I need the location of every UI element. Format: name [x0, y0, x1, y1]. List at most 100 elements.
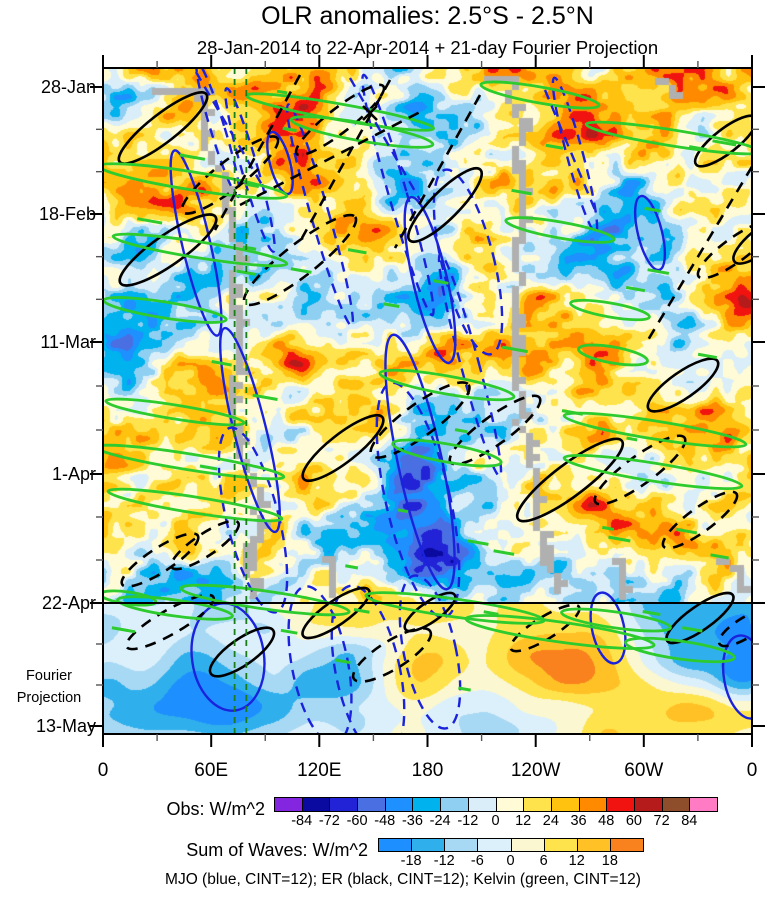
colorbar-tick-label: -18 [400, 853, 422, 869]
contour-legend-caption: MJO (blue, CINT=12); ER (black, CINT=12)… [165, 871, 641, 888]
colorbar-cell [550, 797, 580, 812]
er-contour [693, 114, 752, 168]
er-contour [301, 413, 385, 483]
colorbar-cell [378, 838, 413, 852]
kelvin-contour [103, 162, 289, 200]
colorbar-tick-label: 12 [515, 813, 532, 829]
chart-title: OLR anomalies: 2.5°S - 2.5°N [261, 2, 594, 30]
er-contour [118, 213, 218, 287]
kelvin-contour-fragment [501, 345, 528, 354]
kelvin-contour-fragment [647, 268, 670, 275]
colorbar-cell [689, 797, 718, 812]
er-contour [117, 91, 209, 165]
er-contour-dashed [509, 603, 581, 653]
kelvin-contour [624, 636, 736, 664]
mjo-contour [589, 591, 627, 665]
er-contour [208, 626, 276, 678]
kelvin-contour-fragment [242, 245, 257, 251]
kelvin-contour-fragment [345, 564, 359, 570]
colorbar-cell [329, 797, 359, 812]
mjo-contour-dashed-segment [348, 77, 422, 201]
colorbar-tick-label: -24 [429, 813, 451, 829]
mjo-contour-dashed [398, 574, 462, 730]
kelvin-contour-fragment [433, 279, 449, 285]
er-contour-dashed [696, 220, 752, 280]
kelvin-contour-fragment [642, 610, 661, 617]
kelvin-contour-fragment [137, 217, 163, 225]
colorbar-cell [495, 797, 525, 812]
colorbar-cell [357, 797, 386, 812]
colorbar-cell [411, 838, 446, 852]
x-axis-tick-label: 120W [510, 760, 561, 781]
er-contour-dashed [169, 519, 241, 571]
er-contour-segment [362, 105, 378, 121]
kelvin-contour [577, 343, 649, 367]
kelvin-contour [116, 595, 234, 621]
y-axis-tick-label: 11-Mar [40, 332, 96, 352]
kelvin-contour-fragment [334, 658, 351, 665]
kelvin-contour-fragment [353, 608, 370, 614]
kelvin-contour-fragment [644, 206, 661, 213]
kelvin-contour [245, 92, 435, 132]
kelvin-contour-fragment [454, 428, 468, 434]
colorbar-cell [576, 838, 611, 852]
kelvin-contour-fragment [511, 188, 532, 196]
colorbar-tick-label: -6 [470, 853, 484, 869]
colorbar-tick-label: -48 [374, 813, 396, 829]
mjo-contour-dashed [361, 73, 435, 317]
colorbar-tick-label: 12 [568, 853, 585, 869]
kelvin-contour-fragment [199, 464, 218, 471]
y-axis-tick-label: 22-Apr [41, 593, 96, 613]
colorbar-tick-label: 72 [653, 813, 670, 829]
colorbar-tick-label: -84 [291, 813, 313, 829]
colorbar-tick-label: -12 [457, 813, 479, 829]
kelvin-contour-fragment [290, 267, 312, 274]
colorbar-cell [661, 797, 691, 812]
x-axis-tick-label: 60E [194, 760, 229, 781]
kelvin-contour-fragment [244, 182, 260, 189]
kelvin-contour [111, 232, 289, 268]
kelvin-contour-fragment [712, 139, 737, 147]
mjo-contour-dashed [285, 103, 355, 327]
colorbar-tick-label: 6 [539, 853, 548, 869]
kelvin-contour-fragment [211, 360, 232, 367]
mjo-contour-dashed [330, 584, 406, 734]
kelvin-contour-fragment [710, 553, 729, 560]
er-contour-dashed [120, 532, 200, 588]
y-axis-tick-label: 13-May [35, 716, 96, 736]
kelvin-contour-fragment [561, 409, 584, 416]
colorbar-cell [467, 797, 497, 812]
er-contour-dashed [351, 627, 433, 683]
x-axis-tick-label: 180 [411, 760, 444, 781]
kelvin-contour-fragment [280, 628, 298, 635]
x-axis-tick-label: 120E [297, 760, 342, 781]
colorbar-cell [444, 838, 479, 852]
kelvin-contour [106, 487, 284, 523]
kelvin-contour [104, 397, 246, 427]
kelvin-contour [560, 607, 672, 633]
colorbar-tick-label: 0 [491, 813, 500, 829]
kelvin-contour-fragment [625, 285, 646, 293]
contour-group [103, 68, 752, 734]
mjo-contour [633, 194, 667, 272]
colorbar-tick-label: -72 [318, 813, 340, 829]
kelvin-contour [364, 591, 546, 625]
fourier-label-line2: Projection [16, 690, 82, 706]
kelvin-contour [289, 115, 435, 149]
kelvin-contour-fragment [467, 539, 489, 546]
kelvin-contour-fragment [676, 527, 698, 535]
colorbar-tick-label: -12 [433, 853, 455, 869]
fourier-label-line1: Fourier [26, 668, 72, 684]
kelvin-contour-fragment [347, 248, 367, 255]
sum-of-waves-colorbar-label: Sum of Waves: W/m^2 [186, 840, 368, 860]
y-axis-tick-label: 18-Feb [38, 204, 96, 224]
mjo-contour [384, 333, 456, 591]
colorbar-cell [609, 838, 644, 852]
colorbar-cell [412, 797, 442, 812]
mjo-contour [721, 634, 752, 720]
obs-colorbar-label: Obs: W/m^2 [166, 799, 265, 819]
x-axis-tick-label: 60W [624, 760, 664, 781]
kelvin-contour-fragment [397, 508, 409, 514]
er-contour-dashed-segment [213, 74, 302, 231]
colorbar-cell [477, 838, 512, 852]
